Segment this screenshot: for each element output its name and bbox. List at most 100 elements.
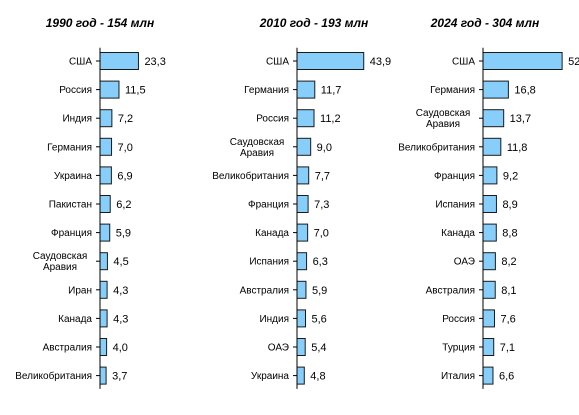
data-label: 11,2 — [320, 113, 341, 125]
category-label: Украина — [54, 171, 93, 182]
category-label: Пакистан — [49, 200, 92, 211]
data-label: 7,7 — [315, 170, 330, 182]
chart-panel-1: 1990 год - 154 млн 23,3 США 11,5 Россия 7,2 Ин… — [15, 16, 166, 389]
category-label: Украина — [251, 371, 290, 382]
bar — [99, 309, 108, 328]
bar — [296, 252, 308, 271]
category-label: Индия — [259, 314, 289, 325]
data-label: 5,4 — [311, 342, 326, 354]
data-label: 7,0 — [118, 142, 133, 154]
data-label: 7,2 — [118, 113, 133, 125]
category-label: Германия — [47, 142, 92, 153]
category-label: Германия — [430, 85, 475, 96]
bar — [482, 252, 496, 271]
category-label: Индия — [62, 114, 92, 125]
data-label: 11,8 — [507, 142, 528, 154]
data-label: 8,2 — [501, 256, 516, 268]
bar — [99, 109, 113, 128]
chart-title: 2010 год - 193 млн — [259, 16, 369, 30]
chart-title: 2024 год - 304 млн — [430, 16, 540, 30]
data-label: 9,2 — [503, 170, 518, 182]
bar — [482, 109, 505, 128]
category-label: Германия — [244, 85, 289, 96]
data-label: 7,1 — [500, 342, 515, 354]
bar — [296, 338, 306, 356]
data-label: 4,3 — [113, 313, 128, 325]
data-label: 8,9 — [502, 199, 517, 211]
category-label: Испания — [249, 257, 289, 268]
category-label: Россия — [442, 314, 475, 325]
category-label: Россия — [59, 85, 92, 96]
data-label: 13,7 — [510, 113, 531, 125]
chart-panel-2: 2010 год - 193 млн 43,9 США 11,7 Германия 11,… — [212, 16, 391, 389]
bar — [296, 280, 307, 299]
data-label: 4,5 — [113, 256, 128, 268]
chart-panel-3: 2024 год - 304 млн 52,4 США 16,8 Германия 13,… — [398, 16, 579, 389]
bar — [99, 195, 111, 213]
category-label: Франция — [51, 228, 92, 239]
category-label: Турция — [442, 343, 475, 354]
bar — [99, 137, 113, 156]
category-label: Великобритания — [212, 170, 289, 182]
data-label: 4,0 — [113, 342, 128, 354]
bar — [296, 309, 307, 328]
bar — [482, 223, 497, 242]
category-label: Австралия — [426, 285, 475, 296]
category-label: Саудовская — [33, 251, 88, 262]
bar — [482, 166, 498, 185]
data-label: 7,6 — [500, 313, 515, 325]
data-label: 6,3 — [313, 256, 328, 268]
data-label: 16,8 — [514, 85, 535, 97]
bar — [99, 338, 108, 356]
bar — [99, 166, 112, 185]
data-label: 23,3 — [144, 56, 165, 68]
category-label: Австралия — [240, 285, 289, 296]
bar — [99, 223, 111, 242]
bar — [482, 80, 509, 99]
category-label: Великобритания — [398, 141, 475, 153]
chart-title: 1990 год - 154 млн — [46, 16, 155, 30]
data-label: 5,9 — [312, 285, 327, 297]
data-label: 6,6 — [499, 371, 514, 383]
bar — [99, 280, 108, 299]
bar — [482, 309, 495, 328]
category-label: Иран — [68, 285, 92, 296]
category-label: Великобритания — [15, 370, 92, 382]
bar — [99, 252, 108, 271]
data-label: 8,8 — [502, 228, 517, 240]
category-label: США — [69, 57, 92, 68]
bar — [482, 195, 497, 213]
bar — [296, 137, 312, 156]
data-label: 9,0 — [317, 142, 332, 154]
category-label: Испания — [435, 200, 475, 211]
bar — [482, 137, 502, 156]
data-label: 6,9 — [117, 170, 132, 182]
bar — [482, 338, 495, 356]
category-label: Аравия — [43, 262, 77, 273]
category-label: Аравия — [240, 148, 274, 159]
category-label: Саудовская — [416, 108, 471, 119]
bar — [99, 366, 107, 385]
bar — [482, 366, 494, 385]
data-label: 5,9 — [116, 228, 131, 240]
bar — [482, 52, 563, 70]
data-label: 11,7 — [321, 85, 342, 97]
data-label: 11,5 — [125, 85, 146, 97]
data-label: 5,6 — [312, 313, 327, 325]
bar — [296, 223, 309, 242]
category-label: США — [452, 57, 475, 68]
bar — [99, 52, 139, 70]
bar — [296, 166, 310, 185]
category-label: Франция — [434, 171, 475, 182]
data-label: 7,3 — [314, 199, 329, 211]
data-label: 4,8 — [310, 371, 325, 383]
category-label: Саудовская — [230, 137, 285, 148]
category-label: Аравия — [426, 119, 460, 130]
bar — [99, 80, 120, 99]
data-label: 7,0 — [314, 228, 329, 240]
category-label: ОАЭ — [454, 257, 475, 268]
data-label: 3,7 — [112, 371, 127, 383]
data-label: 8,1 — [501, 285, 516, 297]
